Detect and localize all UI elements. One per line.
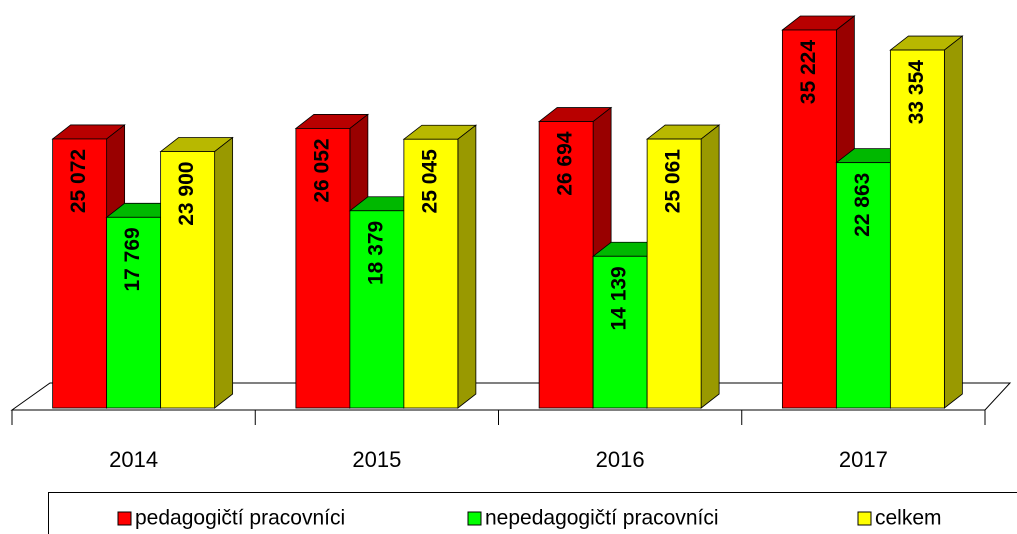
- bar: [403, 138, 459, 409]
- legend-box: [48, 492, 1017, 534]
- x-tick-label: 2017: [839, 447, 888, 472]
- bar: [52, 138, 108, 409]
- bar: [592, 255, 648, 409]
- value-label: 14 139: [608, 266, 631, 330]
- bar: [538, 121, 594, 409]
- legend-swatch: [857, 511, 872, 526]
- bar: [646, 138, 702, 409]
- value-label: 35 224: [797, 40, 820, 105]
- bar-side: [457, 124, 477, 409]
- bar-side: [214, 136, 234, 409]
- value-label: 26 052: [310, 138, 333, 202]
- value-label: 17 769: [121, 227, 144, 291]
- floor: [10, 382, 1012, 411]
- bar: [106, 216, 162, 409]
- bar-side: [700, 124, 720, 409]
- bar: [781, 29, 837, 409]
- bar: [889, 49, 945, 409]
- legend-label: celkem: [875, 507, 942, 530]
- value-label: 25 072: [67, 149, 90, 213]
- bar: [160, 151, 216, 409]
- value-label: 25 061: [662, 149, 685, 214]
- value-label: 33 354: [905, 60, 928, 125]
- bar: [835, 162, 891, 409]
- bar: [295, 128, 351, 409]
- legend-label: pedagogičtí pracovníci: [135, 507, 345, 530]
- value-label: 25 045: [418, 149, 441, 214]
- legend-swatch: [117, 511, 132, 526]
- legend-swatch: [467, 511, 482, 526]
- x-tick-label: 2016: [596, 447, 645, 472]
- x-tick-label: 2014: [109, 447, 158, 472]
- x-tick-label: 2015: [352, 447, 401, 472]
- value-label: 23 900: [175, 162, 198, 226]
- value-label: 22 863: [851, 173, 874, 237]
- legend-label: nepedagogičtí pracovníci: [485, 507, 719, 530]
- bar-side: [943, 35, 963, 409]
- value-label: 18 379: [364, 221, 387, 285]
- value-label: 26 694: [554, 131, 577, 196]
